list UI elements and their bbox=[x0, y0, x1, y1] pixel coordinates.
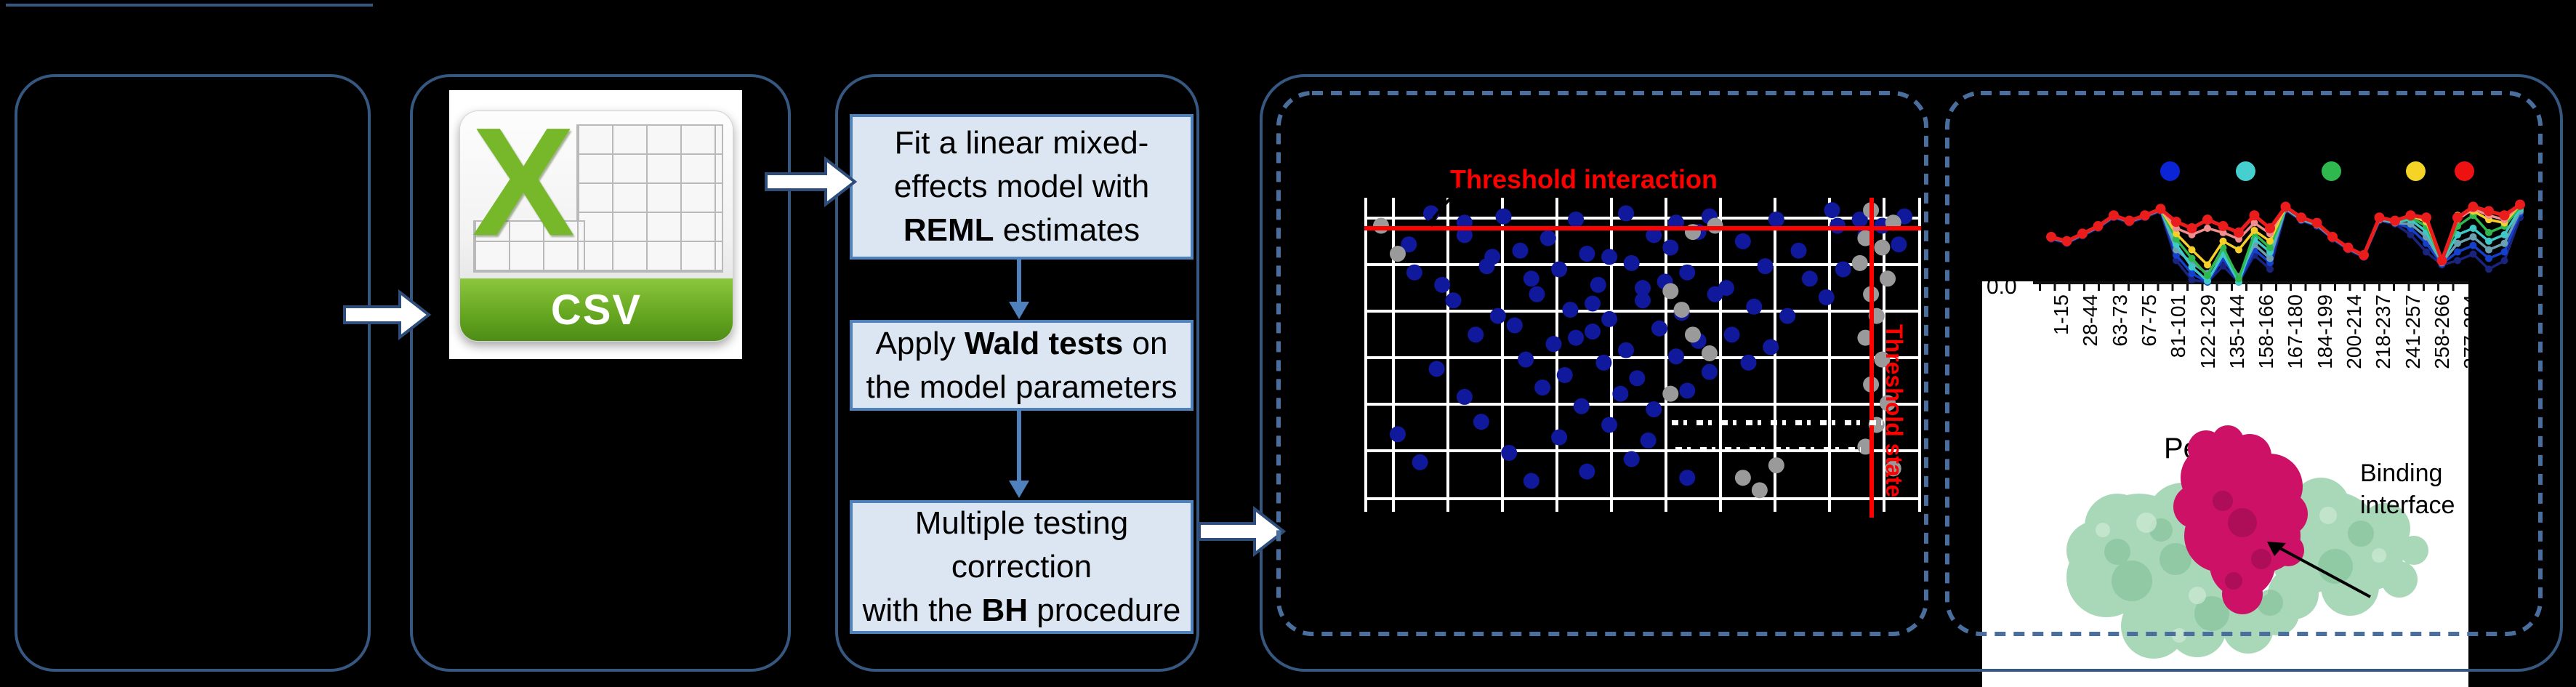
flow-arrow-3-icon bbox=[1198, 505, 1287, 558]
flow-arrow-1-icon bbox=[343, 289, 432, 340]
stray-border-line bbox=[6, 4, 373, 7]
binding-interface-arrow bbox=[2275, 545, 2371, 598]
flow-arrow-2-icon bbox=[765, 156, 858, 207]
csv-banner-label: CSV bbox=[550, 286, 643, 334]
flow-step-2-line2: the model parameters bbox=[866, 369, 1178, 405]
panel-statistics bbox=[835, 74, 1199, 672]
excel-x-letter: X bbox=[472, 111, 575, 268]
flow-step-2-line1: Apply Wald tests on bbox=[875, 325, 1168, 361]
flow-step-3-line2: correction bbox=[951, 549, 1092, 584]
spreadsheet-grid bbox=[473, 220, 585, 273]
scatter-plot bbox=[1364, 198, 1921, 518]
obscured-text-remnants bbox=[1672, 420, 1883, 425]
peptide-results-image: 0.0 1-15 28-44 63-73 67-75 81-101 122-129 135-… bbox=[1982, 281, 2468, 687]
flow-step-2: Apply Wald tests on the model parameters bbox=[850, 320, 1194, 411]
x-axis bbox=[2033, 281, 2468, 284]
csv-banner: CSV bbox=[460, 278, 733, 341]
panel-empty bbox=[15, 74, 371, 672]
dashed-rect-scatter bbox=[1276, 91, 1928, 636]
flow-step-3-line1: Multiple testing bbox=[914, 505, 1129, 541]
flow-step-1: Fit a linear mixed- effects model with R… bbox=[850, 114, 1194, 260]
connector-arrow-down-icon bbox=[1009, 260, 1029, 319]
dashed-inner-borders bbox=[1276, 91, 2543, 636]
legend-dot-icon bbox=[2160, 161, 2180, 181]
threshold-interaction-label: Threshold interaction bbox=[1450, 164, 1718, 194]
protein-structure-image bbox=[2066, 425, 2428, 659]
dashed-rect-results bbox=[1945, 91, 2543, 636]
obscured-text-remnants bbox=[1675, 447, 1861, 452]
annotation-arrow-icon bbox=[1428, 186, 1461, 227]
flow-step-1-line1: Fit a linear mixed- bbox=[894, 125, 1149, 161]
panel-csv-input bbox=[410, 74, 791, 672]
connector-arrow-down-icon bbox=[1009, 411, 1029, 498]
flow-step-1-line2: effects model with bbox=[893, 169, 1150, 204]
legend-dot-icon bbox=[2236, 161, 2255, 181]
flow-step-3-line3: with the BH procedure bbox=[862, 592, 1181, 628]
spreadsheet-grid bbox=[576, 124, 723, 273]
panel-results bbox=[1260, 74, 2563, 672]
uptake-profile-chart bbox=[2035, 164, 2537, 287]
binding-interface-label: Binding interface bbox=[2360, 459, 2455, 519]
csv-file-image: X CSV bbox=[449, 90, 742, 359]
x-axis-ticks bbox=[2039, 284, 2464, 291]
flow-step-1-line3: REML estimates bbox=[903, 212, 1140, 248]
legend-dot-icon bbox=[2406, 161, 2426, 181]
csv-icon: X CSV bbox=[459, 111, 733, 342]
y-axis-zero-label: 0.0 bbox=[1987, 281, 2017, 299]
flow-step-3: Multiple testing correction with the BH … bbox=[850, 500, 1194, 634]
legend-dot-icon bbox=[2455, 161, 2474, 181]
legend-dot-icon bbox=[2322, 161, 2341, 181]
